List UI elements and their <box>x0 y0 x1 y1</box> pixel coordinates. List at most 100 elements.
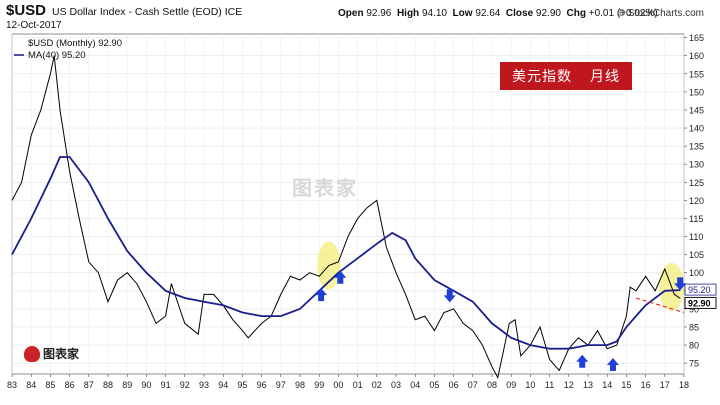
chart-title-box: 美元指数 月线 <box>500 62 632 90</box>
ma-tag-box <box>684 283 717 296</box>
y-tick-label: 110 <box>689 232 703 242</box>
high-label: High <box>396 8 420 19</box>
legend-series1: $USD (Monthly) 92.90 <box>28 38 122 49</box>
x-tick-label: 18 <box>679 380 689 390</box>
x-tick-label: 84 <box>26 380 36 390</box>
price-tag-box <box>684 296 717 309</box>
brand-logo: 图表家 <box>24 345 79 362</box>
x-tick-label: 97 <box>276 380 286 390</box>
x-tick-label: 12 <box>564 380 574 390</box>
y-tick-label: 90 <box>689 304 699 314</box>
x-axis-ticks: 83 84 85 86 87 88 89 90 91 92 93 94 95 96 97 98 99 00 01 02… <box>7 374 689 390</box>
x-tick-label: 10 <box>525 380 535 390</box>
high-value: 94.10 <box>421 8 447 19</box>
x-tick-label: 88 <box>103 380 113 390</box>
x-tick-label: 92 <box>180 380 190 390</box>
y-tick-label: 115 <box>689 214 703 224</box>
legend-series2: MA(40) 95.20 <box>28 50 86 61</box>
x-tick-label: 91 <box>161 380 171 390</box>
open-label: Open <box>338 8 364 19</box>
price-series-line <box>11 55 681 380</box>
up-arrow-icon <box>606 358 619 371</box>
x-tick-label: 16 <box>641 380 651 390</box>
title-part2: 月线 <box>590 68 620 84</box>
watermark: 图表家 <box>292 178 358 200</box>
y-tick-label: 105 <box>689 250 704 260</box>
x-tick-label: 06 <box>449 380 459 390</box>
x-tick-label: 01 <box>353 380 363 390</box>
x-tick-label: 93 <box>199 380 209 390</box>
price-last-value-tag: 92.90 <box>684 296 717 309</box>
ma-series-line <box>11 156 681 350</box>
y-tick-label: 75 <box>689 359 699 369</box>
x-tick-label: 05 <box>429 380 439 390</box>
low-value: 92.64 <box>475 8 501 19</box>
logo-text: 图表家 <box>43 347 80 361</box>
x-tick-label: 85 <box>45 380 55 390</box>
annotations <box>315 270 687 371</box>
x-tick-label: 95 <box>237 380 247 390</box>
y-tick-label: 85 <box>689 322 699 332</box>
price-tag-label: 92.90 <box>688 298 711 308</box>
x-tick-label: 90 <box>141 380 151 390</box>
y-axis-ticks: 7580859095100105110115120125130135140145… <box>684 33 717 369</box>
y-tick-label: 165 <box>689 33 704 43</box>
down-arrow-icon <box>443 289 456 303</box>
x-tick-label: 02 <box>372 380 382 390</box>
x-tick-label: 94 <box>218 380 228 390</box>
close-value: 92.90 <box>535 8 561 19</box>
y-tick-label: 100 <box>689 268 704 278</box>
x-tick-label: 98 <box>295 380 305 390</box>
x-tick-label: 08 <box>487 380 497 390</box>
y-tick-label: 150 <box>689 87 704 97</box>
x-tick-label: 89 <box>122 380 132 390</box>
y-tick-label: 160 <box>689 51 704 61</box>
trend-line <box>635 297 685 314</box>
ma-tag-label: 95.20 <box>688 285 711 295</box>
chart-legend: $USD (Monthly) 92.90 MA(40) 95.20 <box>14 38 122 61</box>
x-tick-label: 86 <box>65 380 75 390</box>
y-tick-label: 155 <box>689 69 704 79</box>
chart-date: 12-Oct-2017 <box>6 20 62 31</box>
ohlc-readout: Open 92.96 High 94.10 Low 92.64 Close 92… <box>338 8 658 19</box>
x-tick-label: 96 <box>257 380 267 390</box>
low-label: Low <box>452 8 473 19</box>
logo-head-icon <box>24 345 40 362</box>
x-tick-label: 13 <box>583 380 593 390</box>
y-tick-label: 130 <box>689 160 704 170</box>
x-tick-label: 99 <box>314 380 324 390</box>
x-tick-label: 15 <box>621 380 631 390</box>
chg-label: Chg <box>566 8 586 19</box>
x-tick-label: 00 <box>333 380 343 390</box>
chart-symbol: $USD <box>6 2 47 19</box>
y-tick-label: 125 <box>689 178 704 188</box>
y-tick-label: 80 <box>689 341 699 351</box>
open-value: 92.96 <box>366 8 392 19</box>
x-tick-label: 17 <box>660 380 670 390</box>
x-tick-label: 14 <box>602 380 612 390</box>
y-tick-label: 135 <box>689 142 704 152</box>
ma-last-value-tag: 95.20 <box>684 283 717 296</box>
chart-description: US Dollar Index - Cash Settle (EOD) ICE <box>52 6 243 18</box>
y-tick-label: 140 <box>689 124 704 134</box>
x-tick-label: 07 <box>468 380 478 390</box>
close-label: Close <box>505 8 534 19</box>
down-arrow-icon <box>674 277 687 291</box>
x-tick-label: 09 <box>506 380 516 390</box>
stockcharts-credit: © StockCharts.com <box>617 8 704 19</box>
title-part1: 美元指数 <box>512 68 572 84</box>
series-lines <box>11 55 681 380</box>
plot-area <box>11 33 685 375</box>
x-tick-label: 83 <box>7 380 17 390</box>
up-arrow-icon <box>334 270 347 284</box>
up-arrow-icon <box>576 354 589 368</box>
chg-value: +0.01 (+0.02%) <box>588 8 658 19</box>
x-tick-label: 11 <box>545 380 554 390</box>
x-tick-label: 87 <box>84 380 94 390</box>
x-tick-label: 04 <box>410 380 420 390</box>
y-tick-label: 120 <box>689 196 704 206</box>
up-arrow-icon <box>315 288 328 302</box>
y-tick-label: 145 <box>689 105 704 115</box>
x-tick-label: 03 <box>391 380 401 390</box>
